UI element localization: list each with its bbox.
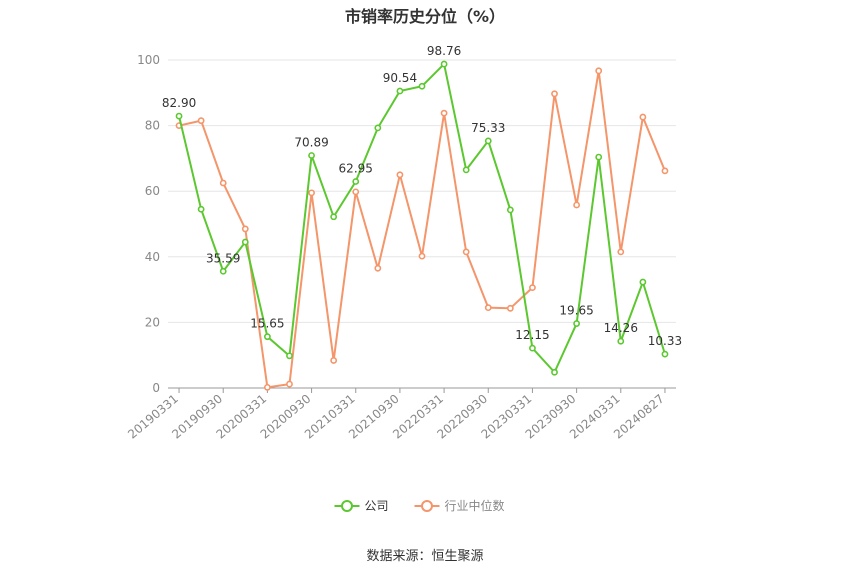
y-tick-label: 20 <box>145 315 160 329</box>
legend-item-industry-median[interactable]: 行业中位数 <box>414 498 505 513</box>
data-point <box>308 152 315 159</box>
data-point <box>263 333 271 341</box>
data-point <box>175 112 183 120</box>
data-point <box>639 113 647 121</box>
data-point <box>617 248 625 256</box>
y-tick-label: 80 <box>145 119 160 133</box>
data-label: 10.33 <box>648 334 682 348</box>
data-label: 90.54 <box>383 71 417 85</box>
data-point <box>440 109 448 117</box>
data-point <box>573 320 581 327</box>
series-line <box>178 70 666 389</box>
data-point <box>462 248 470 256</box>
data-point <box>374 264 382 272</box>
series <box>175 60 669 391</box>
legend-label: 行业中位数 <box>445 498 505 513</box>
data-point <box>330 357 338 364</box>
data-label: 35.59 <box>206 251 240 265</box>
series-company <box>175 60 669 376</box>
data-point <box>396 171 404 179</box>
data-point <box>219 267 227 275</box>
axes: 0204060801002019033120190930202003312020… <box>125 53 676 442</box>
legend-marker <box>341 500 353 512</box>
data-point <box>573 201 581 209</box>
data-point <box>352 188 360 196</box>
data-point <box>506 304 514 312</box>
data-point <box>418 82 426 90</box>
data-point <box>241 238 249 246</box>
data-point <box>639 278 647 286</box>
data-point <box>286 352 293 360</box>
y-tick-label: 40 <box>145 250 160 264</box>
data-label: 14.26 <box>604 321 638 335</box>
data-label: 98.76 <box>427 44 461 58</box>
legend-item-company[interactable]: 公司 <box>334 499 389 513</box>
data-point <box>374 124 382 132</box>
data-point <box>219 179 227 187</box>
chart-title: 市销率历史分位（%） <box>344 7 506 26</box>
data-point <box>352 178 360 185</box>
data-label: 19.65 <box>559 304 593 318</box>
data-label: 82.90 <box>162 96 196 110</box>
legend-label: 公司 <box>365 499 389 513</box>
legend-marker <box>421 500 433 512</box>
data-point <box>617 337 625 345</box>
data-point <box>440 60 448 68</box>
data-labels: 82.90 35.59 15.65 70.89 62.95 90.54 98.76 75.33… <box>162 44 682 348</box>
data-point <box>484 137 492 145</box>
data-point <box>529 284 536 292</box>
legend[interactable]: 公司 行业中位数 <box>334 498 505 513</box>
data-point <box>551 90 558 98</box>
data-label: 15.65 <box>250 317 284 331</box>
data-label: 70.89 <box>294 135 328 149</box>
data-point <box>595 67 603 75</box>
data-point <box>551 368 558 376</box>
grid <box>168 59 676 323</box>
y-tick-label: 60 <box>145 184 160 198</box>
data-source: 数据来源：恒生聚源 <box>366 549 484 564</box>
data-point <box>396 87 404 95</box>
data-point <box>462 166 470 174</box>
data-point <box>286 380 293 388</box>
data-point <box>330 213 338 221</box>
data-point <box>506 206 514 214</box>
data-point <box>263 383 271 391</box>
data-point <box>661 350 669 358</box>
y-tick-label: 100 <box>137 53 160 67</box>
data-point <box>197 205 205 213</box>
series-industry-median <box>175 67 669 391</box>
data-label: 75.33 <box>471 121 505 135</box>
data-point <box>661 167 669 175</box>
data-point <box>197 117 205 125</box>
data-point <box>484 304 492 312</box>
data-label: 62.95 <box>339 162 373 176</box>
data-point <box>241 225 249 233</box>
y-tick-label: 0 <box>152 381 160 395</box>
data-point <box>529 344 536 352</box>
data-point <box>418 252 426 260</box>
data-point <box>308 189 315 197</box>
data-label: 12.15 <box>515 328 549 342</box>
data-point <box>595 153 603 161</box>
